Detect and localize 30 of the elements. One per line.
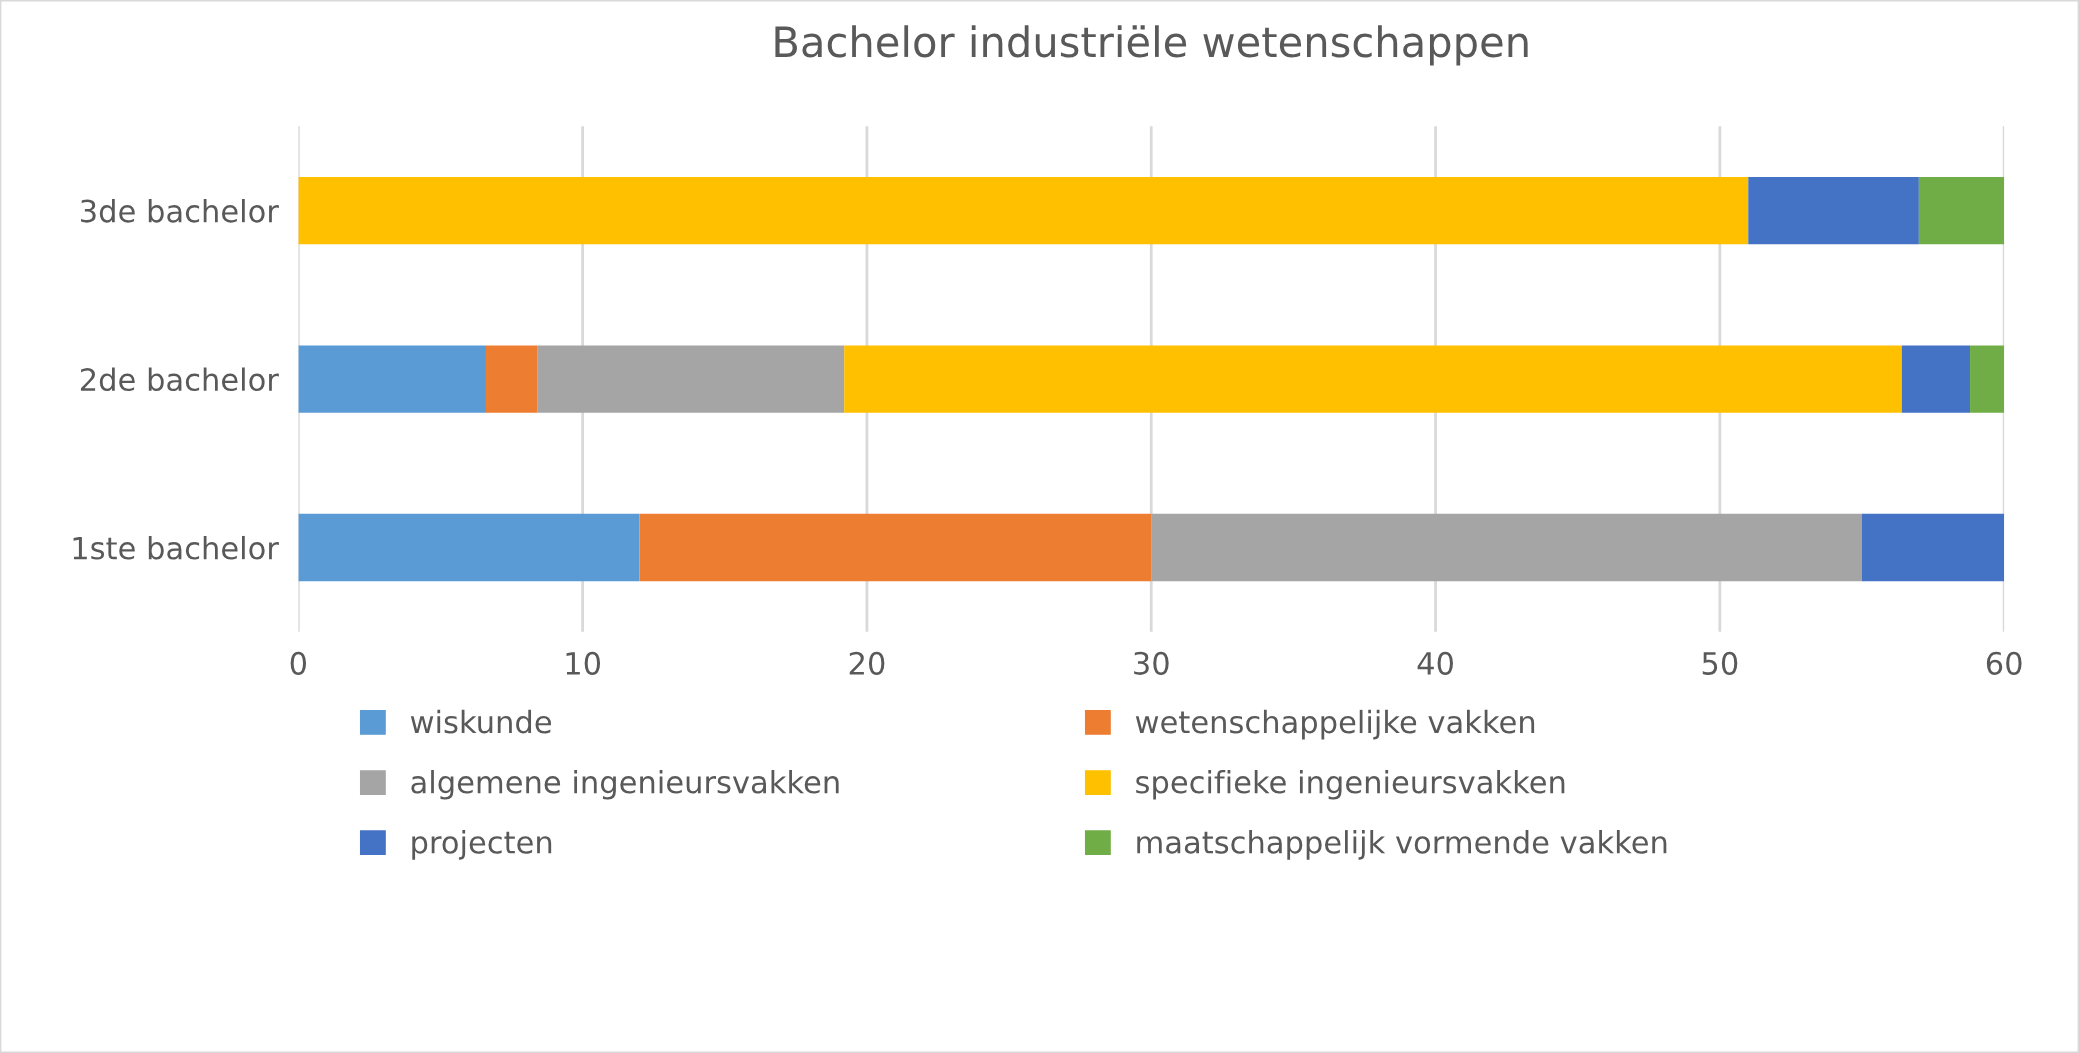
y-tick-label: 3de bachelor [81,198,279,223]
legend-label: wetenschappelijke vakken [1135,709,1535,740]
chart-title: Bachelor industriële wetenschappen [775,25,1528,66]
bar [844,345,1902,413]
legend-label: wiskunde [410,709,551,734]
x-tick-label: 60 [1986,651,2022,675]
bar [1862,513,2005,582]
legend-label: projecten [412,830,552,860]
y-tick-label: 2de bachelor [80,367,279,392]
x-tick-label: 50 [1702,651,1738,675]
x-tick-label: 30 [1134,651,1169,675]
legend-label: specifieke ingenieursvakken [1136,769,1565,800]
bar [537,345,845,413]
bar [1151,513,1862,582]
y-tick-label: 1ste bachelor [73,535,279,560]
bar [485,345,538,413]
bar [639,513,1152,582]
x-tick-label: 10 [566,651,601,675]
bar [1970,345,2005,413]
x-tick-label: 20 [849,651,885,675]
bar [1901,345,1971,413]
legend-label: algemene ingenieursvakken [411,769,839,800]
bar [1748,176,1919,245]
bar [298,345,486,413]
bar [1918,176,2005,245]
x-tick-label: 0 [290,651,307,675]
legend-label: maatschappelijk vormende vakken [1137,830,1667,860]
bar [298,513,640,582]
x-tick-label: 40 [1417,651,1453,675]
bar [298,176,1749,245]
